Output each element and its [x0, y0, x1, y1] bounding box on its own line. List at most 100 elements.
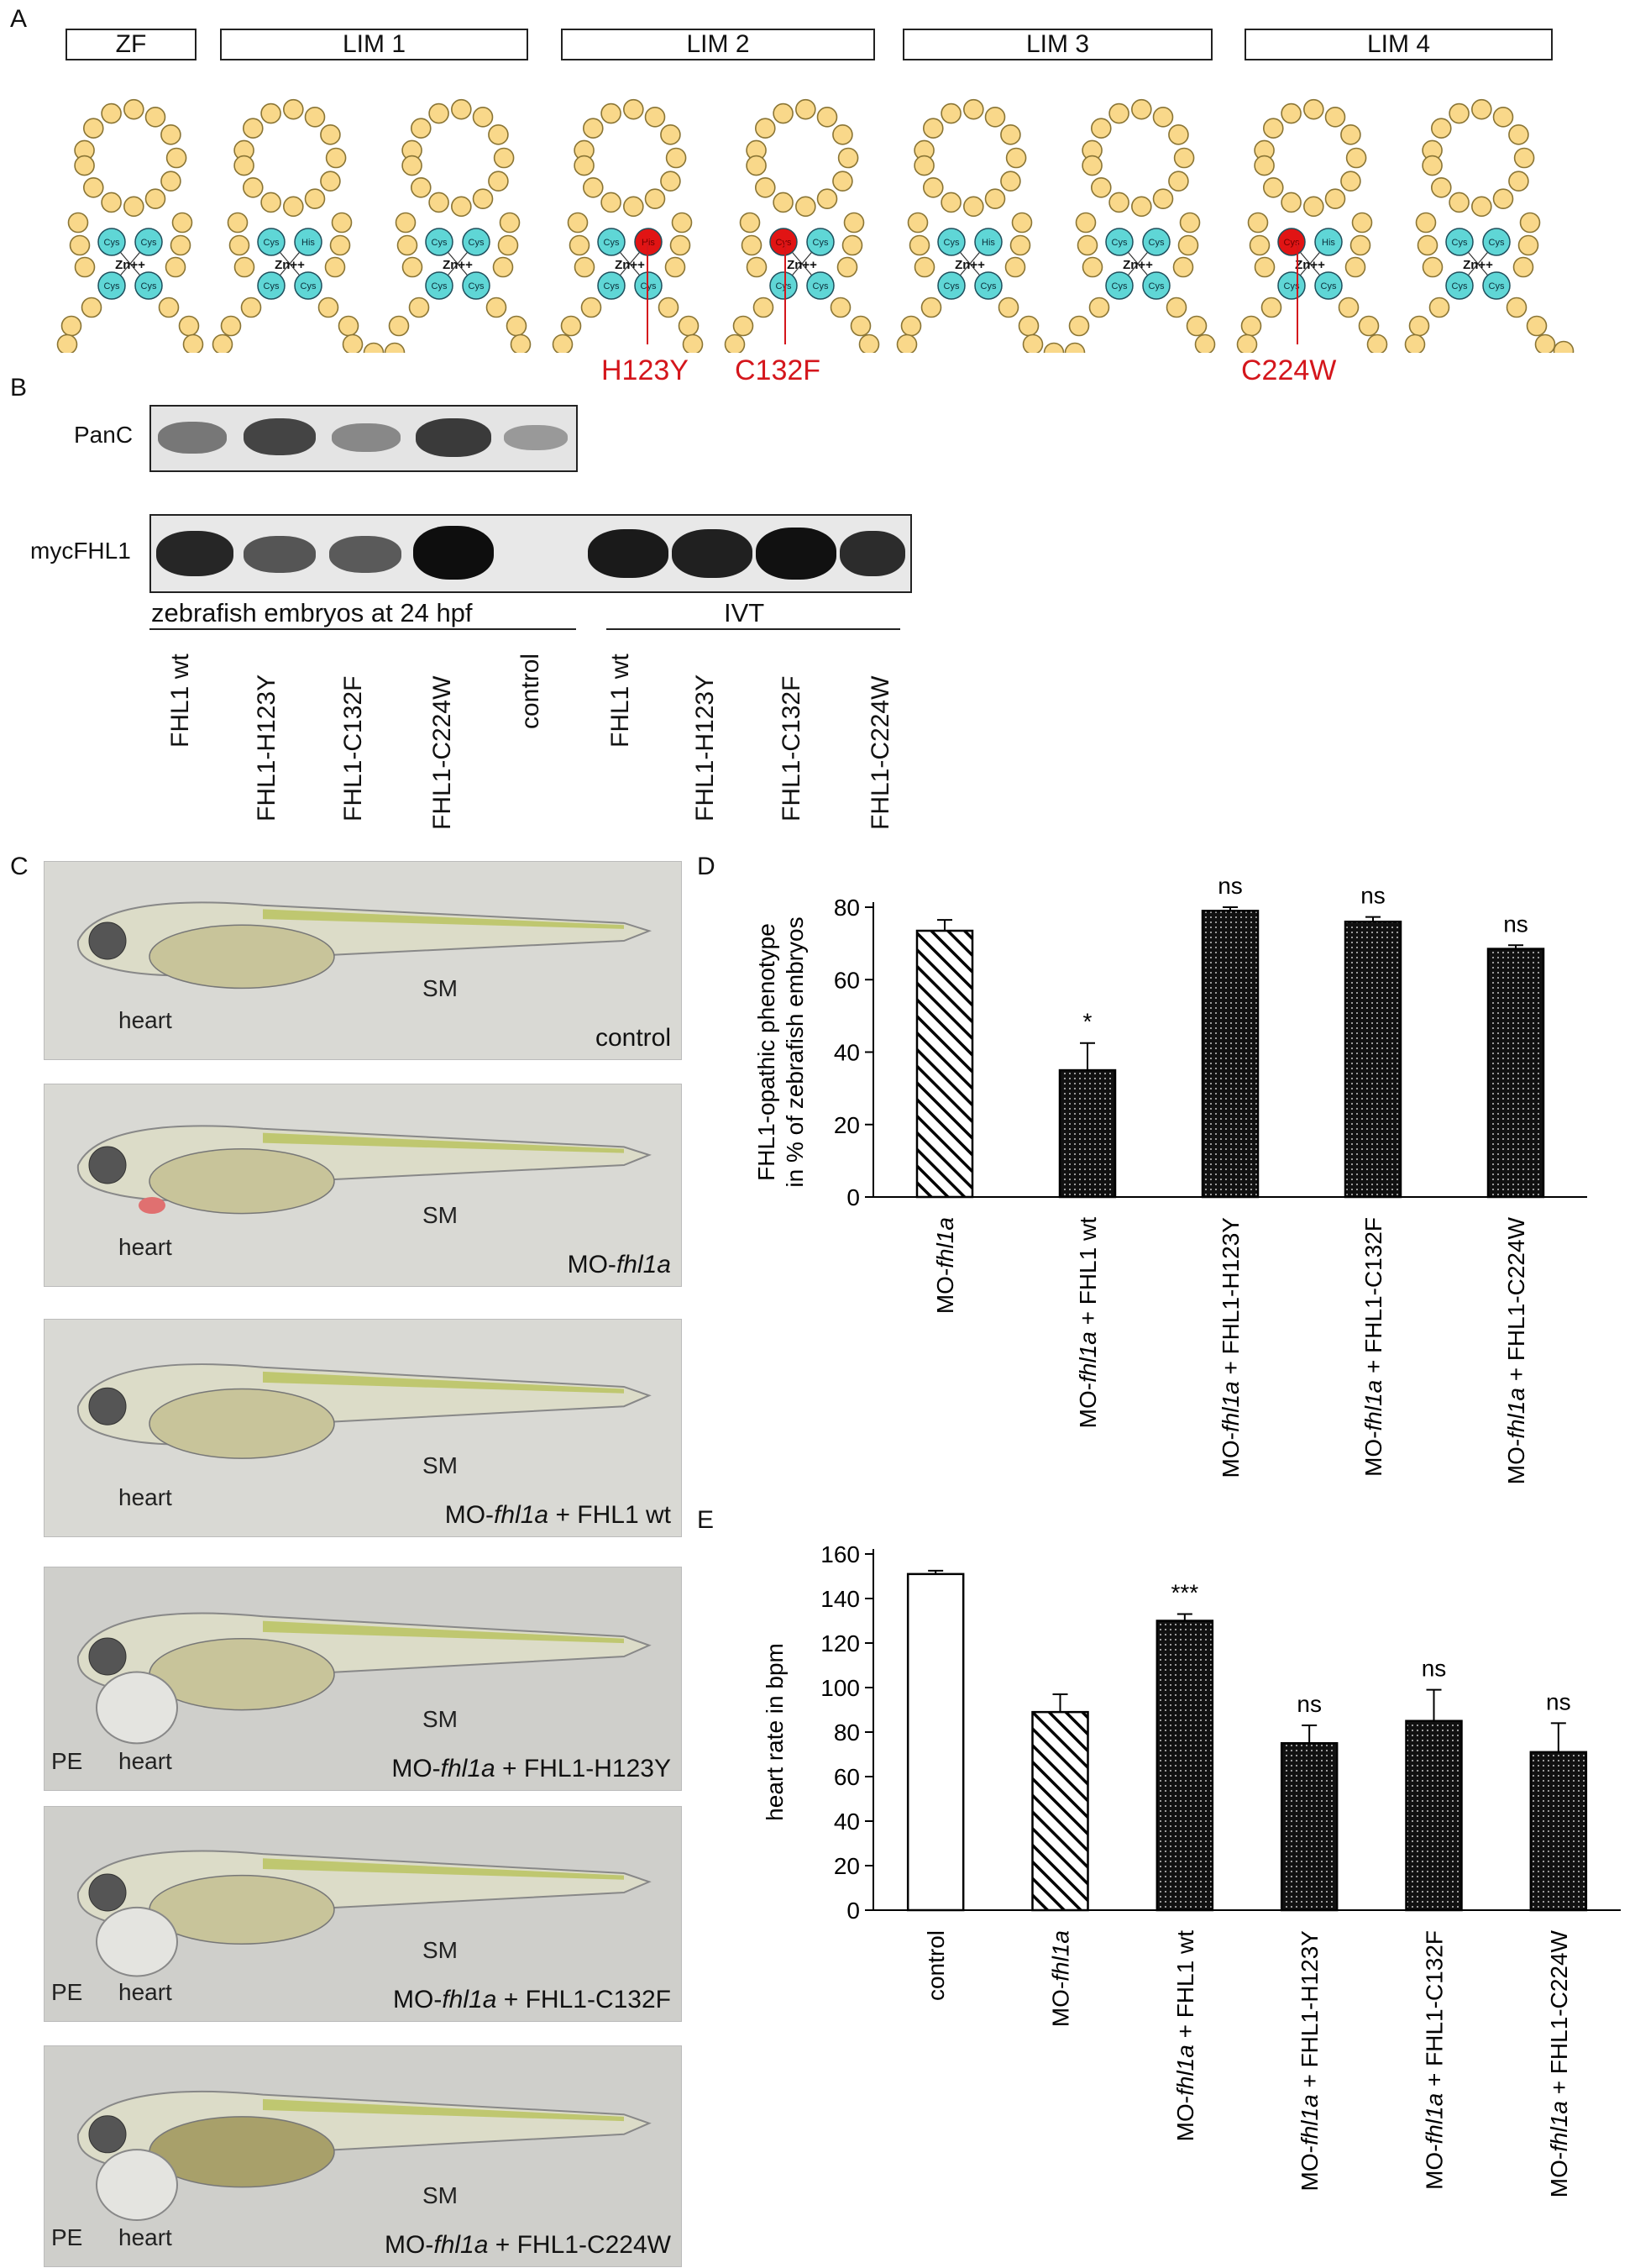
ligand-label: Cys	[604, 281, 620, 291]
category-label: MO-fhl1a + FHL1-C132F	[1422, 1930, 1448, 2190]
residue-bead	[1519, 212, 1541, 234]
zinc-ligand	[294, 271, 322, 300]
category-prefix: MO-	[1218, 1432, 1244, 1478]
pericardial-edema	[96, 1906, 178, 1977]
residue-bead	[1000, 171, 1021, 192]
residue-bead	[741, 234, 762, 256]
residue-bead	[493, 147, 515, 169]
residue-bead	[428, 192, 449, 213]
fish-image-panel: control heart SM	[44, 861, 682, 1060]
residue-bead	[331, 212, 353, 234]
zinc-ligand	[97, 271, 126, 300]
domain-label-lim1: LIM 1	[220, 29, 528, 60]
category-suffix: + FHL1-C224W	[1503, 1216, 1529, 1388]
anatomy-label-sm: SM	[422, 1937, 458, 1963]
bar	[1405, 1719, 1463, 1912]
anatomy-label-sm: SM	[422, 975, 458, 1001]
residue-bead	[1513, 147, 1535, 169]
significance-label: ns	[1218, 873, 1243, 899]
residue-bead	[1303, 98, 1324, 120]
fish-spinal-cord	[263, 909, 624, 929]
anatomy-label-heart: heart	[118, 1484, 172, 1510]
condition-label: MO-fhl1a	[568, 1251, 671, 1279]
y-tick-label: 60	[834, 1764, 860, 1790]
residue-bead	[1512, 256, 1534, 278]
ligand-label: Cys	[1149, 238, 1165, 248]
ligand-label: Cys	[944, 281, 960, 291]
category-label: MO-fhl1a + FHL1 wt	[1075, 1217, 1101, 1429]
anatomy-label-heart: heart	[118, 2224, 172, 2250]
residue-bead	[907, 212, 929, 234]
residue-bead	[1428, 297, 1450, 318]
category-prefix: MO-	[1546, 2152, 1572, 2197]
significance-label: ***	[1171, 1580, 1198, 1606]
residue-bead	[144, 188, 166, 209]
residue-bead	[773, 102, 794, 124]
residue-bead	[1177, 234, 1199, 256]
condition-label: MO-fhl1a + FHL1-C224W	[385, 2231, 671, 2260]
zinc-ligand	[806, 271, 835, 300]
residue-bead	[600, 102, 621, 124]
residue-bead	[623, 196, 644, 218]
ligand-label: Cys	[432, 238, 448, 248]
residue-bead	[569, 234, 590, 256]
residue-bead	[909, 234, 930, 256]
residue-bead	[1508, 171, 1529, 192]
residue-bead	[1422, 155, 1443, 176]
residue-bead	[101, 192, 122, 213]
blot-band	[156, 531, 233, 576]
ligand-label: Cys	[469, 238, 485, 248]
zinc-ligand	[597, 228, 626, 256]
zebrafish-image	[76, 1363, 652, 1459]
residue-bead	[1492, 107, 1514, 128]
condition-gene: fhl1a	[494, 1501, 549, 1529]
bar	[1344, 921, 1402, 1199]
domain-label-lim4: LIM 4	[1245, 29, 1553, 60]
fish-yolk	[149, 1638, 335, 1711]
residue-bead	[1131, 196, 1152, 218]
zinc-ligand	[1105, 228, 1134, 256]
zinc-ligand	[974, 271, 1003, 300]
y-axis-label: heart rate in bpm	[762, 1643, 788, 1821]
zinc-ligand	[97, 228, 126, 256]
residue-bead	[1344, 256, 1366, 278]
residue-bead	[1404, 333, 1426, 353]
blot-band	[416, 418, 491, 457]
zinc-label: Zn++	[615, 258, 645, 272]
residue-bead	[499, 212, 521, 234]
y-tick-label: 120	[820, 1630, 860, 1656]
residue-bead	[342, 333, 364, 353]
zinc-ligand	[257, 271, 286, 300]
residue-bead	[1517, 234, 1539, 256]
residue-bead	[841, 234, 863, 256]
residue-bead	[428, 102, 449, 124]
residue-bead	[623, 98, 644, 120]
blot-band	[840, 531, 905, 576]
condition-prefix: MO-	[393, 1986, 443, 2013]
bar	[1280, 1742, 1339, 1912]
fish-eye	[88, 1637, 127, 1676]
residue-bead	[998, 297, 1019, 318]
residue-bead	[1082, 256, 1103, 278]
residue-bead	[1340, 171, 1361, 192]
residue-bead	[260, 102, 281, 124]
residue-bead	[82, 177, 104, 198]
residue-bead	[984, 107, 1006, 128]
domain-label-zf: ZF	[66, 29, 197, 60]
lim-domain-diagram: Zn++ Cys Cys Cys Cys Zn++ Cys His Cys Cys Zn++ Cys C…	[56, 98, 1575, 353]
residue-bead	[304, 188, 326, 209]
significance-label: *	[1083, 1009, 1093, 1035]
residue-bead	[1415, 212, 1437, 234]
residue-bead	[920, 297, 942, 318]
zinc-ligand	[974, 228, 1003, 256]
ligand-label: Cys	[1489, 281, 1505, 291]
panel-label-c: C	[10, 853, 29, 880]
residue-bead	[1506, 297, 1528, 318]
category-suffix: + FHL1-C224W	[1546, 1929, 1572, 2101]
category-label: MO-fhl1a + FHL1-H123Y	[1218, 1217, 1244, 1478]
residue-bead	[1172, 256, 1194, 278]
category-prefix: MO-	[1360, 1431, 1386, 1476]
y-tick-label: 60	[834, 967, 860, 993]
fish-image-panel: MO-fhl1a heart SM	[44, 1084, 682, 1287]
blot-band	[329, 536, 401, 573]
